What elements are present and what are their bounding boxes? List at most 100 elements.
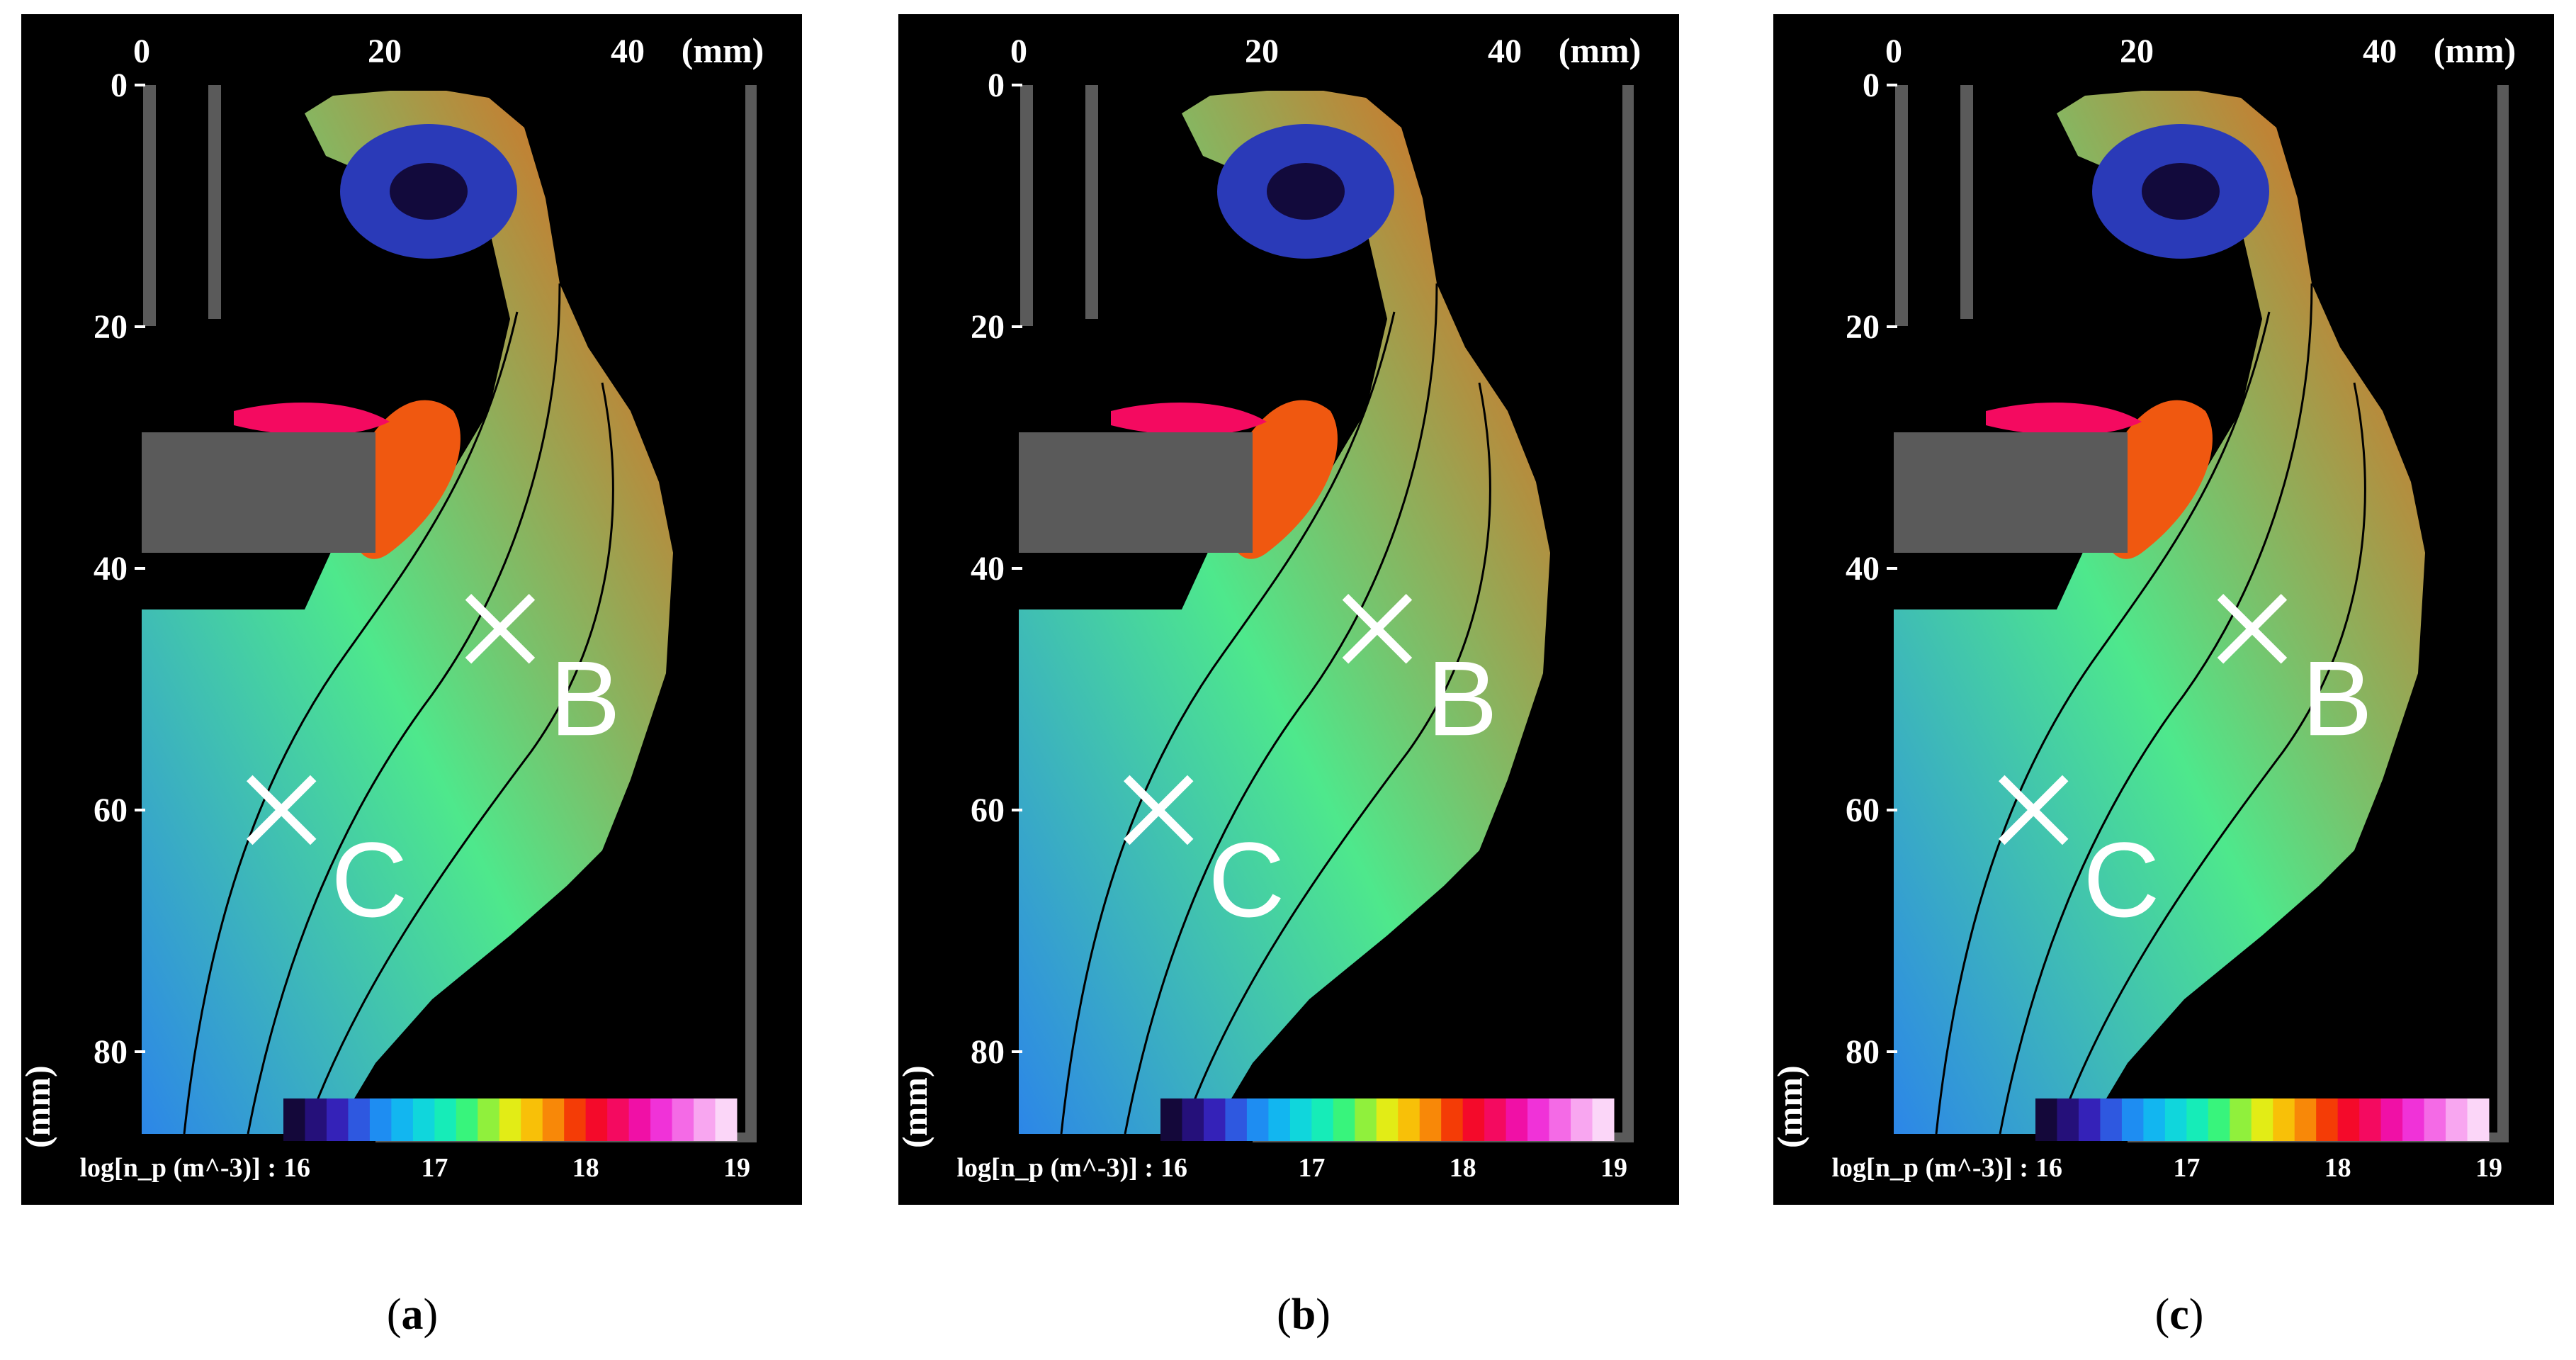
x-tick-label: 0 [133,33,150,70]
x-axis-unit: (mm) [682,30,764,70]
colorbar-tick-label: 18 [2324,1153,2351,1183]
x-tick-label: 40 [2363,33,2397,70]
marker-label: C [331,820,407,939]
y-tick-label: 60 [1846,792,1880,829]
y-tick-label: 20 [971,308,1005,346]
marker-cross [1342,594,1413,664]
colorbar-segment [650,1098,673,1141]
colorbar-segment [715,1098,738,1141]
colorbar-segment [2208,1098,2230,1141]
plasma-map-c: 0 20 40 (mm) 0 20 40 60 80 (mm) B C 16 17 18 19 log[n_p … [1773,30,2516,1183]
panel-c: 0 20 40 (mm) 0 20 40 60 80 (mm) B C 16 17 18 19 log[n_p … [1773,14,2554,1205]
colorbar-segment [521,1098,543,1141]
left-wall [143,85,156,326]
colorbar-segment [564,1098,587,1141]
right-wall [1622,85,1634,1142]
colorbar-segment [2402,1098,2425,1141]
colorbar-tick-label: 18 [572,1153,599,1183]
marker-cross [1998,775,2069,845]
colorbar-segment [1203,1098,1226,1141]
colorbar-segment [1462,1098,1485,1141]
panel-b: 0 20 40 (mm) 0 20 40 60 80 (mm) B C 16 17 18 19 log[n_p … [898,14,1679,1205]
contour-line [1935,311,2271,1135]
y-tick-label: 80 [971,1033,1005,1071]
vortex-center [390,163,468,220]
x-tick-label: 20 [1245,33,1279,70]
contour-line [1060,311,1396,1135]
colorbar-segment [1160,1098,1182,1141]
jet-region [1111,403,1267,436]
caption-b-letter: b [1291,1291,1316,1339]
colorbar-segment [1225,1098,1248,1141]
right-wall [2497,85,2509,1142]
y-tick-label: 40 [971,550,1005,588]
colorbar-segment [1592,1098,1615,1141]
colorbar-segment [2273,1098,2295,1141]
colorbar-segment [1376,1098,1399,1141]
colorbar-segment [348,1098,371,1141]
contour-line [303,382,614,1135]
colorbar-segment [2164,1098,2187,1141]
colorbar-segment [1484,1098,1507,1141]
colorbar-segment [283,1098,305,1141]
vortex-center [2142,163,2220,220]
colorbar-segment [478,1098,500,1141]
colorbar-segment [628,1098,651,1141]
plasma-flow-region [1894,91,2425,1134]
colorbar-segment [672,1098,694,1141]
colorbar-tick-label: 17 [1298,1153,1325,1183]
x-axis-unit: (mm) [1559,30,1642,70]
y-tick-label: 0 [988,67,1005,104]
colorbar-segment [2359,1098,2382,1141]
panel-a: 0 20 40 (mm) 0 20 40 60 80 (mm) B C 16 17 18 19 log[n_p … [21,14,802,1205]
inner-rod [208,85,221,319]
x-axis-unit: (mm) [2434,30,2516,70]
colorbar-segment [1419,1098,1442,1141]
colorbar-segment [2230,1098,2252,1141]
left-wall [1020,85,1033,326]
marker-label: B [550,639,621,758]
jet-region [1986,403,2142,436]
vortex-center [1267,163,1345,220]
colorbar-tick-label: 19 [2475,1153,2502,1183]
y-axis-unit: (mm) [21,1065,57,1148]
colorbar-segment [2035,1098,2057,1141]
contour-line [1180,382,1491,1135]
x-tick-label: 0 [1010,33,1027,70]
right-wall [745,85,757,1142]
colorbar-segment [1246,1098,1269,1141]
colorbar-label: log[n_p (m^-3)] : [80,1153,277,1183]
colorbar-segment [305,1098,327,1141]
colorbar-tick-label: 18 [1450,1153,1476,1183]
contour-line [247,283,561,1135]
colorbar-segment [2078,1098,2101,1141]
x-tick-label: 40 [1488,33,1522,70]
colorbar-segment [1527,1098,1550,1141]
colorbar-segment [607,1098,630,1141]
colorbar-segment [1355,1098,1377,1141]
colorbar-tick-label: 16 [2035,1153,2062,1183]
x-tick-label: 40 [611,33,645,70]
y-tick-label: 60 [971,792,1005,829]
colorbar-segment [326,1098,349,1141]
electrode-block [1019,432,1253,553]
colorbar-segment [1182,1098,1204,1141]
colorbar-segment [2424,1098,2446,1141]
y-tick-label: 20 [1846,308,1880,346]
marker-cross [1123,775,1194,845]
marker-cross [246,775,317,845]
colorbar-segment [391,1098,414,1141]
colorbar-segment [2121,1098,2144,1141]
colorbar-segment [1506,1098,1528,1141]
y-tick-label: 40 [94,550,128,588]
contour-line [1124,283,1438,1135]
caption-c-letter: c [2169,1291,2189,1339]
marker-label: B [2302,639,2373,758]
electrode-block [1894,432,2128,553]
colorbar-segment [1398,1098,1420,1141]
inner-rod [1960,85,1973,319]
colorbar-segment [542,1098,565,1141]
colorbar-tick-label: 19 [723,1153,750,1183]
colorbar-segment [2251,1098,2273,1141]
y-tick-label: 80 [94,1033,128,1071]
